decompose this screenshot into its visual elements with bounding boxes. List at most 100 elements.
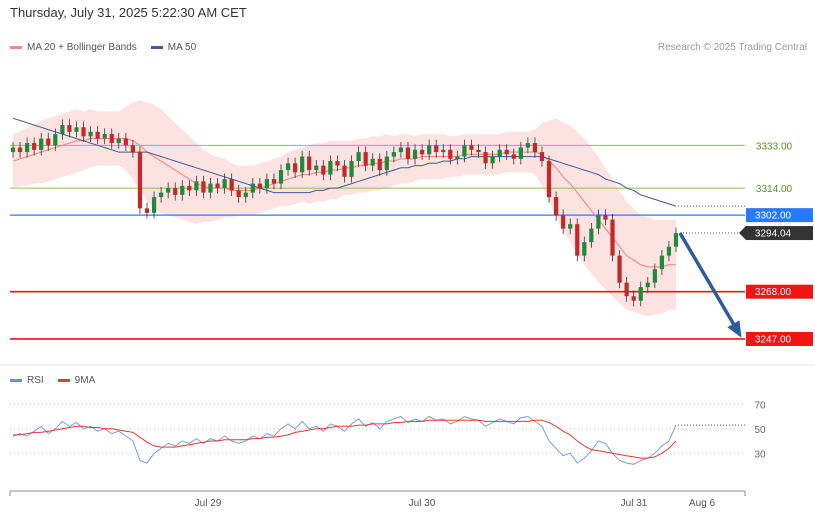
candle-body <box>123 138 128 146</box>
candle-body <box>300 156 305 173</box>
candle-body <box>589 228 594 243</box>
candle-body <box>39 138 44 150</box>
level-label-2: 3302.00 <box>755 211 792 222</box>
legend-label-ma50: MA 50 <box>167 42 197 53</box>
candle-body <box>60 125 65 135</box>
candle-body <box>222 179 227 189</box>
chart-timestamp: Thursday, July 31, 2025 5:22:30 AM CET <box>10 5 247 20</box>
rsi-tick-50: 50 <box>754 425 766 436</box>
candle-body <box>398 147 404 153</box>
candle-body <box>582 242 587 256</box>
x-tick-label: Aug 6 <box>689 498 716 509</box>
x-tick-label: Jul 30 <box>409 498 436 509</box>
candle-body <box>412 149 418 159</box>
candle-body <box>67 125 72 132</box>
ma50-line <box>12 117 677 207</box>
candle-body <box>391 152 396 157</box>
level-box-2 <box>746 208 813 223</box>
candle-body <box>95 131 100 139</box>
candle-body <box>561 215 566 229</box>
candle-body <box>187 185 192 191</box>
candle-body <box>490 156 495 164</box>
candle-body <box>603 215 608 220</box>
x-tick-label: Jul 31 <box>621 498 648 509</box>
candle-body <box>201 181 206 193</box>
candle-body <box>469 145 474 150</box>
candle-body <box>518 147 523 159</box>
candle-body <box>610 219 615 256</box>
candle-body <box>328 161 333 175</box>
candle-body <box>159 192 164 198</box>
candle-body <box>32 143 37 150</box>
candle-body <box>264 179 270 189</box>
candle-body <box>17 147 23 153</box>
candle-body <box>166 188 171 193</box>
candle-body <box>596 215 601 229</box>
candle-body <box>116 138 121 144</box>
candle-body <box>427 145 432 155</box>
candle-body <box>539 152 545 162</box>
candle-body <box>314 165 319 171</box>
forecast-arrow-shaft <box>678 232 742 336</box>
candle-body <box>24 143 30 153</box>
candle-body <box>278 170 284 184</box>
candle-body <box>617 255 622 283</box>
legend-item-ma50: MA 50 <box>150 42 197 53</box>
legend-label-9ma: 9MA <box>74 375 96 386</box>
candle-body <box>229 179 234 191</box>
level-label-3: 3294.04 <box>755 229 792 240</box>
candle-body <box>250 183 255 193</box>
candle-body <box>109 134 114 144</box>
candle-body <box>342 165 347 177</box>
candle-body <box>74 127 79 132</box>
candle-body <box>384 156 389 171</box>
legend-item-ma20: MA 20 + Bollinger Bands <box>10 42 137 53</box>
legend-swatch-ma20 <box>10 46 22 49</box>
candle-body <box>652 269 657 283</box>
candle-body <box>448 149 453 159</box>
rsi-line <box>12 415 677 465</box>
level-box-4 <box>746 284 813 299</box>
candle-body <box>575 224 580 256</box>
x-tick-label: Jul 29 <box>195 498 222 509</box>
candle-body <box>363 152 368 166</box>
rsi-legend: RSI 9MA <box>10 375 95 386</box>
level-label-5: 3247.00 <box>755 334 792 345</box>
candle-body <box>335 161 340 166</box>
legend-item-9ma: 9MA <box>57 375 96 386</box>
candle-body <box>173 188 178 195</box>
legend-item-rsi: RSI <box>10 375 44 386</box>
candle-body <box>257 183 262 189</box>
candle-body <box>638 287 643 301</box>
candle-body <box>645 282 650 288</box>
candle-body <box>546 161 552 198</box>
candle-body <box>285 163 291 171</box>
rsi-tick-70: 70 <box>754 400 766 411</box>
candle-body <box>462 145 467 157</box>
candle-body <box>419 149 425 155</box>
candle-body <box>568 224 573 229</box>
candle-body <box>46 138 51 146</box>
candle-body <box>377 158 382 171</box>
candle-body <box>497 149 502 157</box>
candle-body <box>53 134 58 146</box>
candle-body <box>504 149 509 155</box>
legend-label-ma20: MA 20 + Bollinger Bands <box>27 42 137 53</box>
candle-body <box>511 154 516 159</box>
candle-body <box>553 197 559 216</box>
candle-body <box>81 127 86 137</box>
candle-body <box>137 152 143 209</box>
candle-body <box>144 208 150 213</box>
candle-body <box>130 145 136 153</box>
candle-body <box>243 192 248 198</box>
level-box-3 <box>746 226 813 241</box>
candle-body <box>208 183 213 193</box>
level-box-5 <box>746 331 813 346</box>
candle-body <box>483 152 488 164</box>
legend-swatch-9ma <box>57 379 70 382</box>
candle-body <box>525 143 530 148</box>
candle-body <box>624 282 629 297</box>
legend-swatch-ma50 <box>150 46 163 49</box>
candle-body <box>434 145 439 153</box>
